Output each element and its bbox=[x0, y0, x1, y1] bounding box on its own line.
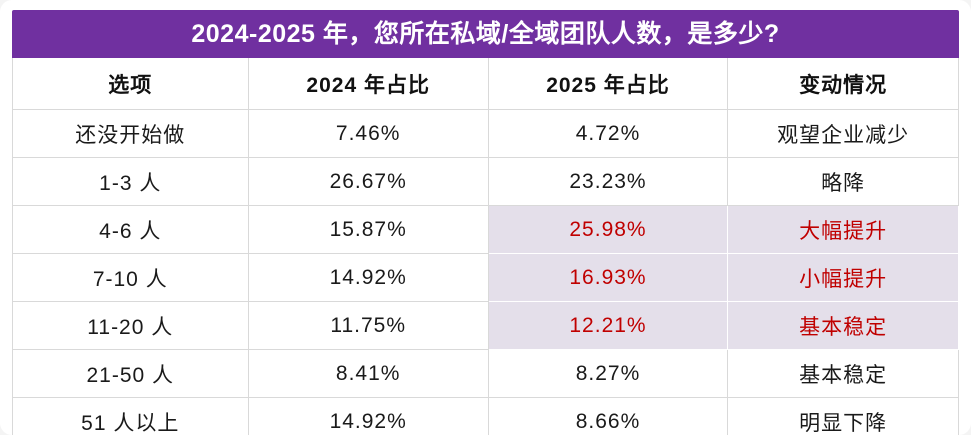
table-row: 1-3 人 26.67% 23.23% 略降 bbox=[13, 158, 959, 206]
cell-change: 观望企业减少 bbox=[728, 110, 959, 158]
table-row: 还没开始做 7.46% 4.72% 观望企业减少 bbox=[13, 110, 959, 158]
cell-y2024: 11.75% bbox=[248, 302, 489, 350]
cell-y2024: 7.46% bbox=[248, 110, 489, 158]
column-header-2024: 2024 年占比 bbox=[248, 58, 489, 110]
cell-option: 11-20 人 bbox=[13, 302, 249, 350]
table-row: 7-10 人 14.92% 16.93% 小幅提升 bbox=[13, 254, 959, 302]
cell-option: 51 人以上 bbox=[13, 398, 249, 435]
table-row: 4-6 人 15.87% 25.98% 大幅提升 bbox=[13, 206, 959, 254]
header-row: 选项 2024 年占比 2025 年占比 变动情况 bbox=[13, 58, 959, 110]
survey-table: 选项 2024 年占比 2025 年占比 变动情况 还没开始做 7.46% 4.72… bbox=[12, 58, 959, 435]
table-title: 2024-2025 年，您所在私域/全域团队人数，是多少? bbox=[12, 10, 959, 58]
cell-y2024: 15.87% bbox=[248, 206, 489, 254]
cell-change: 基本稳定 bbox=[728, 302, 959, 350]
cell-option: 还没开始做 bbox=[13, 110, 249, 158]
cell-y2024: 14.92% bbox=[248, 398, 489, 435]
cell-y2024: 26.67% bbox=[248, 158, 489, 206]
cell-y2025: 4.72% bbox=[488, 110, 729, 158]
cell-change: 大幅提升 bbox=[728, 206, 959, 254]
table-row: 51 人以上 14.92% 8.66% 明显下降 bbox=[13, 398, 959, 435]
column-header-2025: 2025 年占比 bbox=[488, 58, 729, 110]
column-header-option: 选项 bbox=[13, 58, 249, 110]
cell-option: 4-6 人 bbox=[13, 206, 249, 254]
cell-y2025: 12.21% bbox=[488, 302, 729, 350]
cell-option: 7-10 人 bbox=[13, 254, 249, 302]
column-header-change: 变动情况 bbox=[728, 58, 959, 110]
cell-option: 21-50 人 bbox=[13, 350, 249, 398]
table-row: 21-50 人 8.41% 8.27% 基本稳定 bbox=[13, 350, 959, 398]
table-row: 11-20 人 11.75% 12.21% 基本稳定 bbox=[13, 302, 959, 350]
cell-option: 1-3 人 bbox=[13, 158, 249, 206]
cell-y2024: 14.92% bbox=[248, 254, 489, 302]
cell-y2025: 8.27% bbox=[488, 350, 729, 398]
cell-y2024: 8.41% bbox=[248, 350, 489, 398]
cell-y2025: 16.93% bbox=[488, 254, 729, 302]
cell-change: 小幅提升 bbox=[728, 254, 959, 302]
cell-y2025: 25.98% bbox=[488, 206, 729, 254]
cell-y2025: 8.66% bbox=[488, 398, 729, 435]
cell-y2025: 23.23% bbox=[488, 158, 729, 206]
cell-change: 明显下降 bbox=[728, 398, 959, 435]
cell-change: 略降 bbox=[728, 158, 959, 206]
cell-change: 基本稳定 bbox=[728, 350, 959, 398]
